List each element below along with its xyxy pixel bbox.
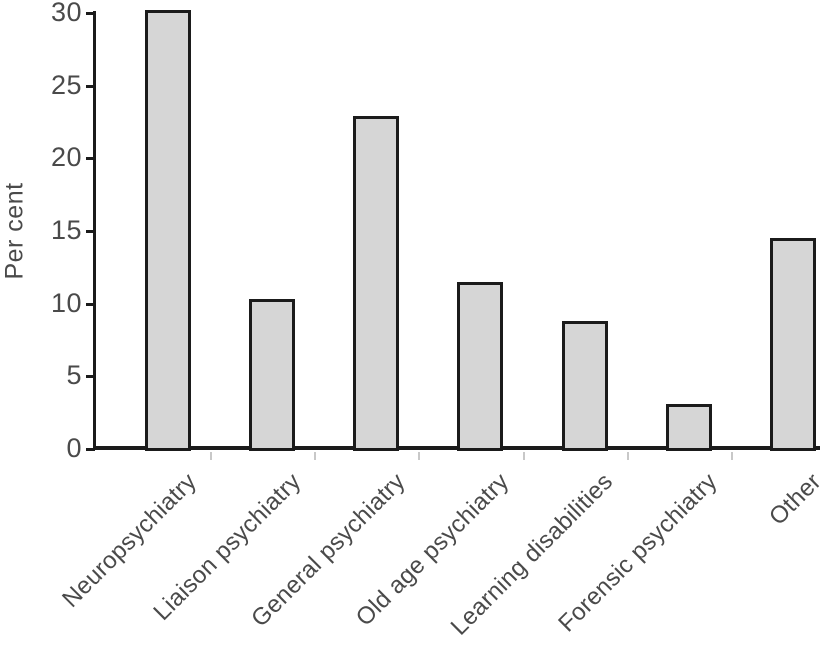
y-tick-mark — [86, 157, 95, 161]
y-axis-title: Per cent — [0, 182, 29, 280]
y-tick-mark — [86, 448, 95, 451]
x-minor-tick-mark — [209, 452, 212, 460]
x-minor-tick-mark — [626, 452, 629, 460]
y-tick-label: 10 — [50, 287, 82, 318]
y-tick-mark — [86, 230, 95, 233]
bar-neuropsychiatry — [144, 10, 191, 451]
x-minor-tick-mark — [418, 452, 421, 460]
x-axis-line — [93, 446, 820, 450]
x-minor-tick-mark — [314, 452, 316, 460]
bar-general-psychiatry — [353, 116, 399, 451]
y-tick-label: 25 — [50, 69, 82, 100]
bar-other — [770, 238, 816, 451]
y-tick-mark — [86, 375, 95, 379]
y-tick-label: 15 — [50, 214, 82, 245]
y-tick-label: 5 — [66, 360, 82, 391]
bar-liaison-psychiatry — [248, 299, 295, 451]
x-axis-label-other: Other — [764, 468, 821, 531]
bar-old-age-psychiatry — [457, 281, 504, 451]
y-tick-label: 0 — [66, 432, 82, 463]
y-tick-mark — [86, 302, 95, 306]
y-tick-label: 20 — [50, 142, 82, 173]
y-tick-mark — [86, 84, 95, 88]
x-minor-tick-mark — [731, 452, 734, 460]
y-tick-mark — [86, 12, 95, 15]
bar-forensic-psychiatry — [665, 403, 712, 451]
y-tick-label: 30 — [50, 0, 82, 27]
x-minor-tick-mark — [522, 452, 525, 460]
bar-learning-disabilities — [561, 321, 608, 451]
